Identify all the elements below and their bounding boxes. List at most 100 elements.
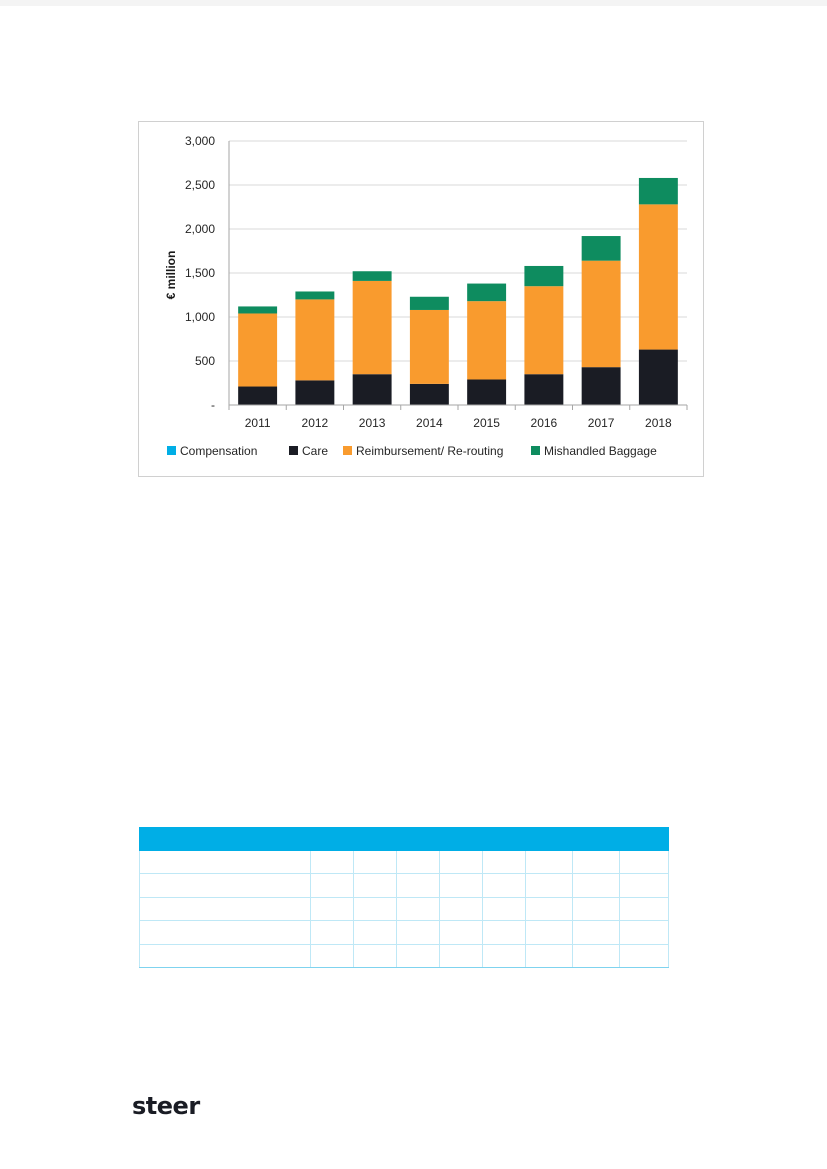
bar-segment bbox=[238, 386, 278, 405]
axes: - 500 1,000 1,500 2,000 2,500 3,000 2011 2012 201… bbox=[185, 134, 688, 430]
table-cell bbox=[572, 896, 620, 922]
x-tick-label: 2018 bbox=[645, 416, 672, 430]
table-cell bbox=[482, 896, 526, 922]
table-cell bbox=[482, 849, 526, 875]
table-cell bbox=[525, 943, 573, 969]
table-cell bbox=[139, 873, 311, 898]
bar-segment bbox=[352, 271, 392, 281]
bar-segment bbox=[352, 280, 392, 375]
table-cell bbox=[439, 896, 483, 922]
legend-swatch bbox=[167, 446, 176, 455]
table-header-row bbox=[139, 827, 669, 851]
table-cell bbox=[572, 943, 620, 969]
bar-segment bbox=[524, 374, 564, 405]
table-cell bbox=[353, 873, 397, 898]
y-tick-label: - bbox=[211, 398, 215, 412]
table-row bbox=[139, 920, 669, 945]
table-cell bbox=[353, 849, 397, 875]
table-row bbox=[139, 849, 669, 875]
table-cell bbox=[572, 920, 620, 945]
table-cell bbox=[525, 849, 573, 875]
table-cell bbox=[525, 873, 573, 898]
table-cell bbox=[482, 920, 526, 945]
table-cell bbox=[353, 896, 397, 922]
bar-segment bbox=[295, 380, 335, 405]
table-header-cell bbox=[439, 827, 483, 851]
table-cell bbox=[525, 896, 573, 922]
table-cell bbox=[396, 873, 440, 898]
table-cell bbox=[353, 943, 397, 969]
bar-segment bbox=[581, 260, 621, 368]
table-header-cell bbox=[353, 827, 397, 851]
table-header-cell bbox=[310, 827, 354, 851]
steer-logo: steer bbox=[132, 1092, 200, 1120]
bar-segment bbox=[638, 204, 678, 350]
legend-swatch bbox=[289, 446, 298, 455]
table-cell bbox=[619, 896, 669, 922]
table-header-cell bbox=[396, 827, 440, 851]
table-header-cell bbox=[525, 827, 573, 851]
bar-segment bbox=[409, 383, 449, 405]
bar-segment bbox=[638, 177, 678, 205]
legend-label: Reimbursement/ Re-routing bbox=[356, 444, 503, 458]
table-cell bbox=[619, 849, 669, 875]
table-cell bbox=[310, 896, 354, 922]
chart-frame: - 500 1,000 1,500 2,000 2,500 3,000 2011 2012 201… bbox=[138, 121, 704, 477]
bar-segment bbox=[409, 309, 449, 384]
y-tick-label: 1,500 bbox=[185, 266, 215, 280]
legend-label: Compensation bbox=[180, 444, 257, 458]
x-tick-label: 2015 bbox=[473, 416, 500, 430]
y-tick-label: 2,500 bbox=[185, 178, 215, 192]
table-row bbox=[139, 943, 669, 969]
x-tick-label: 2016 bbox=[531, 416, 558, 430]
bar-segment bbox=[467, 283, 507, 302]
y-tick-label: 1,000 bbox=[185, 310, 215, 324]
page-top-rule bbox=[0, 0, 827, 6]
table-cell bbox=[396, 849, 440, 875]
x-tick-label: 2017 bbox=[588, 416, 615, 430]
table-header-cell bbox=[482, 827, 526, 851]
table-cell bbox=[619, 943, 669, 969]
bar-segment bbox=[238, 313, 278, 387]
table-cell bbox=[310, 849, 354, 875]
bar-segment bbox=[352, 374, 392, 405]
bar-segment bbox=[638, 349, 678, 405]
table-row bbox=[139, 873, 669, 898]
legend: Compensation Care Reimbursement/ Re-routin… bbox=[167, 444, 657, 458]
table-cell bbox=[439, 920, 483, 945]
table-header-cell bbox=[139, 827, 311, 851]
table-cell bbox=[439, 943, 483, 969]
bar-segment bbox=[409, 296, 449, 310]
x-tick-label: 2012 bbox=[302, 416, 329, 430]
bar-segment bbox=[524, 265, 564, 287]
table-cell bbox=[310, 943, 354, 969]
table-row bbox=[139, 896, 669, 922]
table-cell bbox=[396, 920, 440, 945]
table-cell bbox=[525, 920, 573, 945]
legend-label: Care bbox=[302, 444, 328, 458]
table-cell bbox=[139, 920, 311, 945]
y-tick-label: 3,000 bbox=[185, 134, 215, 148]
table-cell bbox=[619, 920, 669, 945]
bar-segment bbox=[581, 236, 621, 261]
table-cell bbox=[139, 849, 311, 875]
x-tick-label: 2011 bbox=[245, 416, 271, 430]
table-cell bbox=[572, 849, 620, 875]
bar-segment bbox=[238, 306, 278, 314]
y-tick-label: 500 bbox=[195, 354, 215, 368]
table-cell bbox=[439, 873, 483, 898]
table-cell bbox=[139, 896, 311, 922]
table-cell bbox=[396, 896, 440, 922]
table-cell bbox=[396, 943, 440, 969]
bar-segment bbox=[467, 379, 507, 405]
table-cell bbox=[353, 920, 397, 945]
table-header-cell bbox=[572, 827, 620, 851]
x-tick-label: 2014 bbox=[416, 416, 443, 430]
table-cell bbox=[619, 873, 669, 898]
stacked-bar-chart: - 500 1,000 1,500 2,000 2,500 3,000 2011 2012 201… bbox=[164, 134, 688, 458]
bar-segment bbox=[524, 286, 564, 375]
bar-segment bbox=[295, 291, 335, 300]
data-table bbox=[139, 827, 669, 969]
table-cell bbox=[310, 920, 354, 945]
bar-segment bbox=[295, 299, 335, 381]
